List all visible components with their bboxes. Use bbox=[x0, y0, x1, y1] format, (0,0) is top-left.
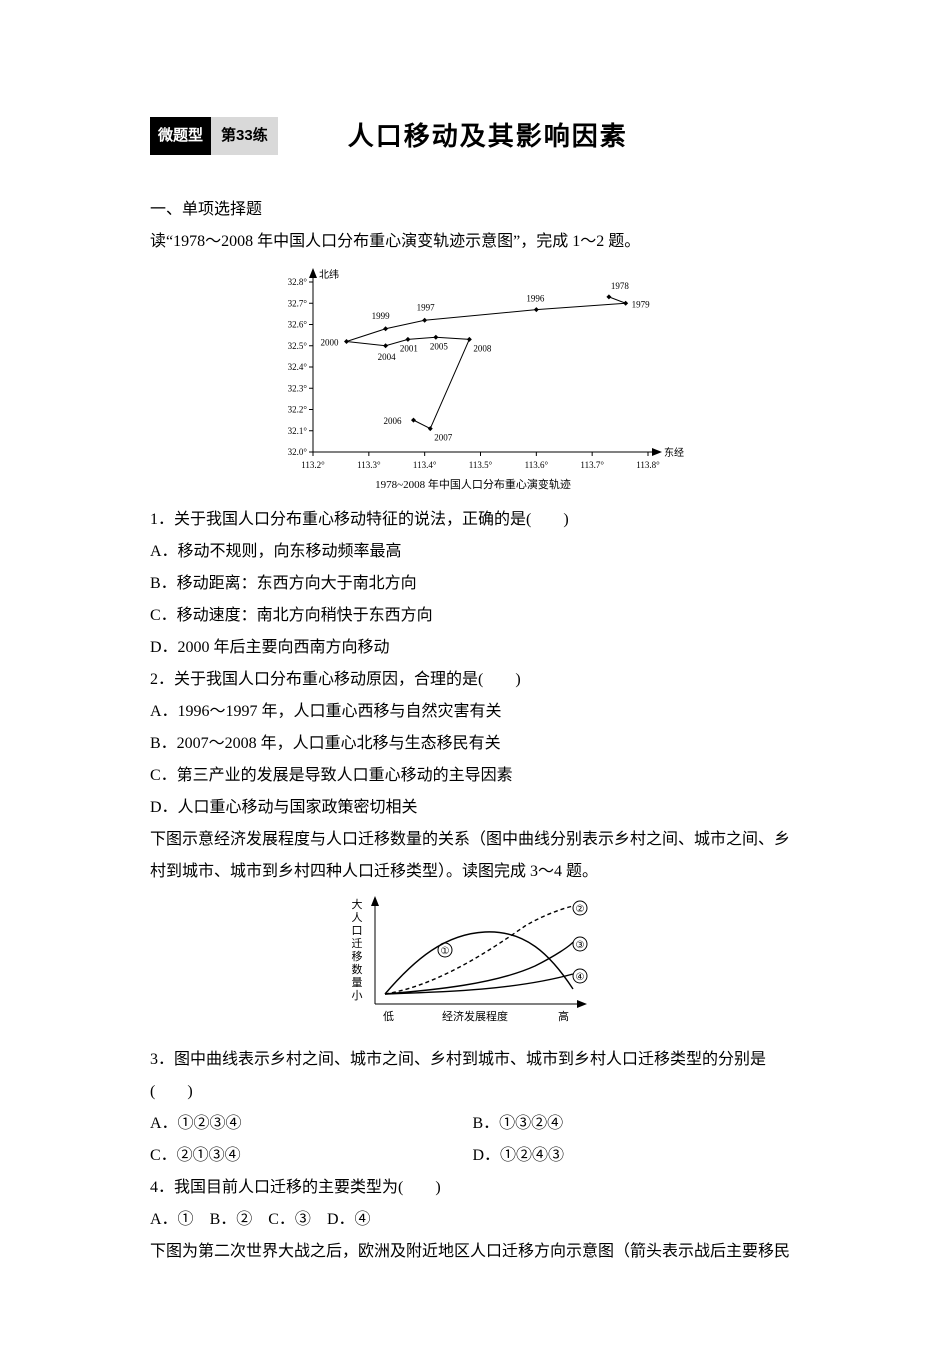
q3-opt-b: B．①③②④ bbox=[473, 1108, 796, 1140]
svg-text:2004: 2004 bbox=[377, 352, 396, 362]
svg-text:2008: 2008 bbox=[473, 343, 492, 353]
svg-text:口: 口 bbox=[351, 925, 362, 937]
page-title: 人口移动及其影响因素 bbox=[348, 110, 628, 162]
q2-opt-a: A．1996～1997 年，人口重心西移与自然灾害有关 bbox=[150, 696, 795, 728]
svg-text:113.6°: 113.6° bbox=[524, 460, 548, 470]
svg-text:32.4°: 32.4° bbox=[287, 362, 307, 372]
q1-opt-d: D．2000 年后主要向西南方向移动 bbox=[150, 632, 795, 664]
svg-text:32.6°: 32.6° bbox=[287, 320, 307, 330]
svg-text:32.8°: 32.8° bbox=[287, 277, 307, 287]
svg-text:迁: 迁 bbox=[351, 937, 362, 950]
section-heading: 一、单项选择题 bbox=[150, 194, 795, 226]
svg-text:32.5°: 32.5° bbox=[287, 341, 307, 351]
svg-text:32.3°: 32.3° bbox=[287, 383, 307, 393]
page: 微题型 第33练 人口移动及其影响因素 一、单项选择题 读“1978～2008 … bbox=[0, 0, 945, 1348]
svg-text:113.3°: 113.3° bbox=[357, 460, 381, 470]
q1-stem: 1．关于我国人口分布重心移动特征的说法，正确的是( ) bbox=[150, 504, 795, 536]
q3-opt-c: C．②①③④ bbox=[150, 1140, 473, 1172]
svg-text:2000: 2000 bbox=[320, 338, 339, 348]
svg-text:移: 移 bbox=[351, 950, 362, 963]
q4-opt-a: A．① bbox=[150, 1204, 194, 1236]
q2-stem: 2．关于我国人口分布重心移动原因，合理的是( ) bbox=[150, 664, 795, 696]
q2-opt-b: B．2007～2008 年，人口重心北移与生态移民有关 bbox=[150, 728, 795, 760]
svg-text:1996: 1996 bbox=[526, 294, 545, 304]
svg-text:32.2°: 32.2° bbox=[287, 405, 307, 415]
svg-text:③: ③ bbox=[575, 940, 584, 951]
svg-text:2007: 2007 bbox=[434, 433, 453, 443]
intro-3: 下图为第二次世界大战之后，欧洲及附近地区人口迁移方向示意图（箭头表示战后主要移民 bbox=[150, 1236, 795, 1268]
q3-stem: 3．图中曲线表示乡村之间、城市之间、乡村到城市、城市到乡村人口迁移类型的分别是(… bbox=[150, 1044, 795, 1108]
badge-micro: 微题型 bbox=[150, 117, 211, 155]
svg-text:113.5°: 113.5° bbox=[468, 460, 492, 470]
svg-text:东经: 东经 bbox=[664, 446, 684, 459]
figure-1: 32.0° 32.1° 32.2° 32.3° 32.4° 32.5° 32.6° 32.7°… bbox=[150, 264, 795, 494]
q3-opt-d: D．①②④③ bbox=[473, 1140, 796, 1172]
svg-text:高: 高 bbox=[558, 1009, 569, 1023]
svg-text:④: ④ bbox=[575, 972, 584, 983]
q4-stem: 4．我国目前人口迁移的主要类型为( ) bbox=[150, 1172, 795, 1204]
q4-opt-c: C．③ bbox=[268, 1204, 311, 1236]
svg-text:②: ② bbox=[575, 904, 584, 915]
svg-text:1997: 1997 bbox=[416, 302, 435, 312]
figure-2: 大人口迁移数量小低 经济发展程度 高 ① ② ③ ④ bbox=[150, 894, 795, 1034]
svg-text:大: 大 bbox=[351, 897, 362, 911]
q3-opts-row2: C．②①③④ D．①②④③ bbox=[150, 1140, 795, 1172]
svg-text:低: 低 bbox=[383, 1010, 394, 1023]
q3-opts-row1: A．①②③④ B．①③②④ bbox=[150, 1108, 795, 1140]
q3-opt-a: A．①②③④ bbox=[150, 1108, 473, 1140]
q2-opt-d: D．人口重心移动与国家政策密切相关 bbox=[150, 792, 795, 824]
svg-text:①: ① bbox=[440, 946, 449, 957]
chart2-svg: 大人口迁移数量小低 经济发展程度 高 ① ② ③ ④ bbox=[343, 894, 603, 1034]
chart1-svg: 32.0° 32.1° 32.2° 32.3° 32.4° 32.5° 32.6° 32.7°… bbox=[258, 264, 688, 494]
svg-text:1978~2008 年中国人口分布重心演变轨迹: 1978~2008 年中国人口分布重心演变轨迹 bbox=[375, 477, 571, 491]
q1-opt-a: A．移动不规则，向东移动频率最高 bbox=[150, 536, 795, 568]
practice-number: 第33练 bbox=[211, 117, 278, 155]
svg-text:人: 人 bbox=[351, 911, 362, 924]
svg-text:2006: 2006 bbox=[383, 416, 402, 426]
svg-text:1999: 1999 bbox=[371, 311, 390, 321]
intro-1: 读“1978～2008 年中国人口分布重心演变轨迹示意图”，完成 1～2 题。 bbox=[150, 226, 795, 258]
svg-text:1979: 1979 bbox=[631, 299, 650, 309]
svg-text:经济发展程度: 经济发展程度 bbox=[442, 1009, 508, 1023]
intro-2: 下图示意经济发展程度与人口迁移数量的关系（图中曲线分别表示乡村之间、城市之间、乡… bbox=[150, 824, 795, 888]
svg-text:113.8°: 113.8° bbox=[636, 460, 660, 470]
svg-text:113.4°: 113.4° bbox=[412, 460, 436, 470]
q4-opt-d: D．④ bbox=[327, 1204, 371, 1236]
q1-opt-b: B．移动距离：东西方向大于南北方向 bbox=[150, 568, 795, 600]
svg-text:32.7°: 32.7° bbox=[287, 298, 307, 308]
svg-text:量: 量 bbox=[351, 976, 362, 989]
svg-text:32.0°: 32.0° bbox=[287, 447, 307, 457]
q4-opt-b: B．② bbox=[210, 1204, 253, 1236]
svg-text:113.7°: 113.7° bbox=[580, 460, 604, 470]
svg-text:2001: 2001 bbox=[399, 343, 417, 353]
svg-text:小: 小 bbox=[351, 989, 362, 1002]
q1-opt-c: C．移动速度：南北方向稍快于东西方向 bbox=[150, 600, 795, 632]
svg-text:数: 数 bbox=[351, 963, 362, 976]
q4-opts: A．① B．② C．③ D．④ bbox=[150, 1204, 795, 1236]
svg-text:32.1°: 32.1° bbox=[287, 426, 307, 436]
svg-text:1978: 1978 bbox=[610, 281, 629, 291]
svg-text:2005: 2005 bbox=[429, 341, 448, 351]
header: 微题型 第33练 人口移动及其影响因素 bbox=[150, 110, 795, 162]
svg-text:北纬: 北纬 bbox=[319, 268, 339, 281]
svg-text:113.2°: 113.2° bbox=[301, 460, 325, 470]
q2-opt-c: C．第三产业的发展是导致人口重心移动的主导因素 bbox=[150, 760, 795, 792]
